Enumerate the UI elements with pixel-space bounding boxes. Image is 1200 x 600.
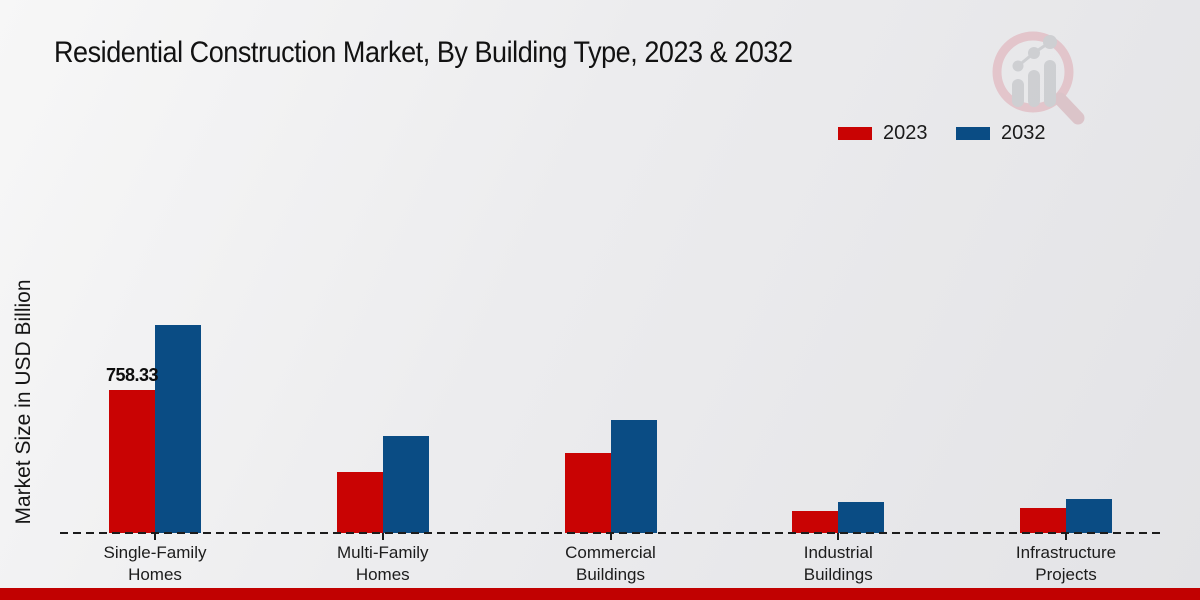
x-category-label-industrial-buildings: Industrial Buildings (803, 543, 873, 585)
footer-red-band (0, 588, 1200, 600)
bar-2032-commercial-buildings (610, 420, 657, 533)
x-category-label-commercial-buildings: Commercial Buildings (565, 543, 656, 585)
x-axis-tick-commercial-buildings (609, 533, 612, 540)
bar-2023-industrial-buildings (792, 511, 839, 533)
x-category-label-single-family-homes: Single-Family Homes (103, 543, 207, 585)
x-category-label-multi-family-homes: Multi-Family Homes (336, 543, 429, 585)
x-axis-tick-industrial-buildings (837, 533, 840, 540)
plot-area (109, 325, 1112, 533)
x-axis-tick-infrastructure-projects (1065, 533, 1067, 540)
bar-2023-infrastructure-projects (1020, 508, 1066, 533)
bar-2023-commercial-buildings (564, 453, 611, 533)
bar-2032-single-family-homes (155, 325, 201, 533)
x-category-label-infrastructure-projects: Infrastructure Projects (1015, 543, 1117, 585)
bar-2032-infrastructure-projects (1066, 499, 1112, 533)
x-axis-tick-multi-family-homes (381, 533, 384, 540)
bar-2032-industrial-buildings (838, 502, 885, 533)
legend-label-2032: 2032 (1001, 122, 1046, 144)
legend-swatch-2023 (838, 127, 872, 140)
legend-item-2032: 2032 (956, 122, 1046, 145)
legend-swatch-2032 (956, 127, 990, 140)
bar-2023-single-family-homes (109, 390, 155, 533)
legend-item-2023: 2023 (838, 122, 928, 145)
magnifier-chart-logo (992, 31, 1085, 125)
bar-2032-multi-family-homes (382, 436, 429, 533)
bar-2023-multi-family-homes (336, 472, 383, 533)
legend-label-2023: 2023 (883, 122, 928, 144)
data-label-2023: 758.33 (105, 365, 159, 385)
x-axis-tick-single-family-homes (154, 533, 156, 540)
chart-title: Residential Construction Market, By Buil… (54, 36, 793, 69)
